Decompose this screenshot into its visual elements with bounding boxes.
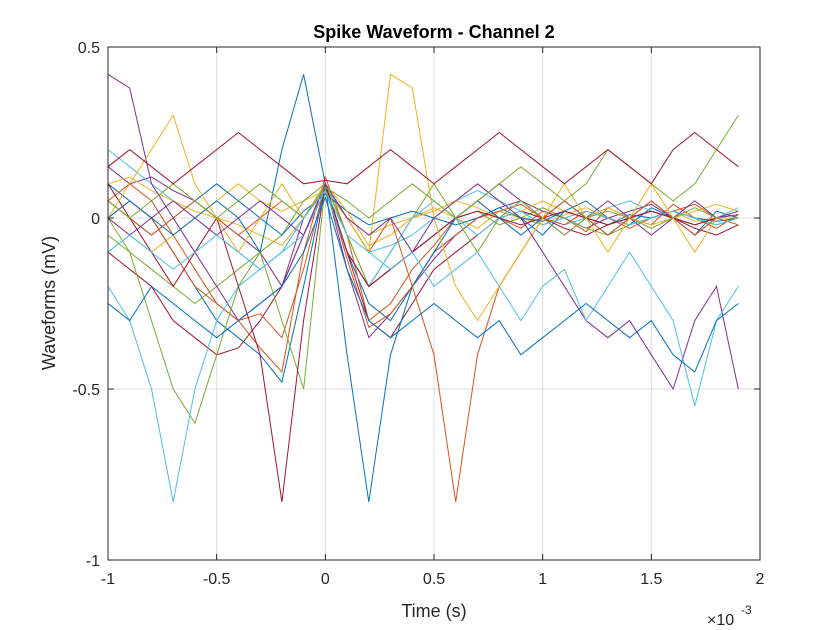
x-tick-label: -1 <box>101 571 115 588</box>
y-tick-label: -0.5 <box>72 382 100 399</box>
waveform-line-12 <box>107 181 739 425</box>
y-axis-label: Waveforms (mV) <box>39 236 59 370</box>
x-axis-label: Time (s) <box>401 601 466 621</box>
waveform-line-10 <box>107 176 739 247</box>
x-exponent-power: -3 <box>741 603 752 617</box>
waveform-line-14 <box>107 183 739 502</box>
waveform-line-22 <box>107 195 739 373</box>
x-tick-label: -0.5 <box>203 571 231 588</box>
waveform-line-18 <box>107 182 739 391</box>
tick-marks <box>107 46 761 561</box>
y-tick-label: 0 <box>91 211 100 228</box>
waveform-line-13 <box>107 189 739 502</box>
x-tick-labels: -1 -0.5 0 0.5 1 1.5 2 <box>101 571 765 588</box>
chart-title: Spike Waveform - Channel 2 <box>313 22 554 42</box>
y-tick-label: -1 <box>86 553 100 570</box>
x-tick-label: 2 <box>756 571 765 588</box>
waveform-line-21 <box>107 131 739 185</box>
waveform-line-17 <box>107 73 739 322</box>
waveform-series <box>107 73 739 502</box>
x-tick-label: 1 <box>538 571 547 588</box>
x-exponent-base: ×10 <box>707 612 734 629</box>
x-exponent-label: ×10 -3 <box>707 603 752 629</box>
x-tick-label: 1.5 <box>640 571 662 588</box>
y-tick-labels: -1 -0.5 0 0.5 <box>72 40 100 570</box>
y-tick-label: 0.5 <box>78 40 100 57</box>
x-tick-label: 0 <box>321 571 330 588</box>
waveform-line-20 <box>107 189 739 407</box>
x-tick-label: 0.5 <box>423 571 445 588</box>
